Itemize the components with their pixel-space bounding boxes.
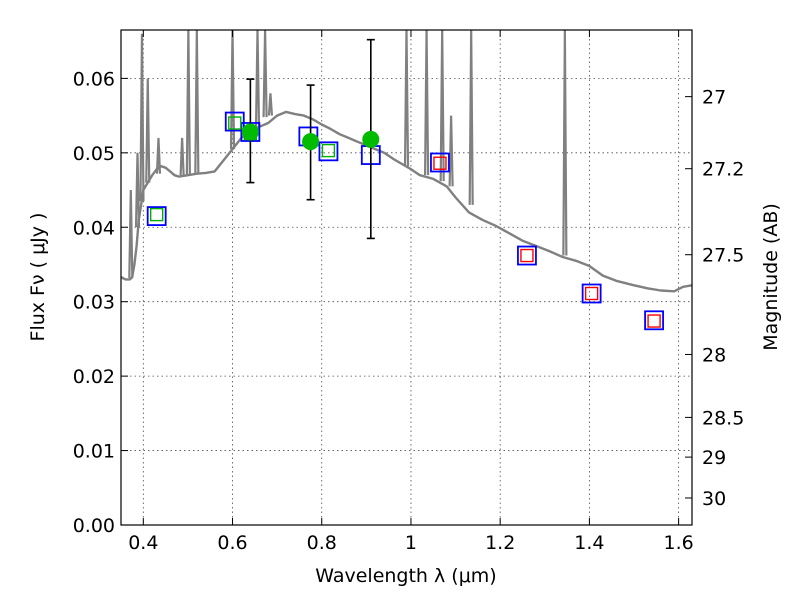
y-axis-label-left: Flux Fν ( μJy )	[27, 213, 49, 342]
emission-line-spike	[468, 30, 474, 205]
plot-area	[121, 30, 692, 331]
y-tick-label: 0.01	[73, 441, 115, 463]
observed-flux-point	[362, 130, 380, 148]
emission-line-spike	[562, 30, 568, 256]
emission-line-spike	[403, 30, 410, 167]
x-axis-label: Wavelength λ (μm)	[315, 565, 496, 587]
emission-line-spike	[423, 30, 430, 176]
model-flux-square-blue	[318, 141, 339, 162]
model-flux-square-inner	[520, 248, 534, 263]
model-flux-square-blue	[146, 206, 167, 226]
y-axis-label-right: Magnitude (AB)	[760, 203, 782, 351]
y-tick-label: 0.03	[73, 292, 115, 314]
model-flux-square-blue	[517, 245, 537, 266]
model-flux-square-inner	[321, 143, 336, 158]
x-tick-label: 0.4	[128, 532, 158, 554]
x-tick-label: 1.2	[485, 532, 515, 554]
right-mag-tick-label: 28	[702, 344, 726, 366]
observed-flux-point	[241, 123, 259, 141]
right-mag-tick-label: 29	[702, 447, 726, 469]
model-flux-square-blue	[644, 310, 664, 331]
sed-model-line	[121, 110, 692, 293]
model-flux-square-inner	[228, 116, 242, 130]
y-tick-label: 0.06	[73, 68, 115, 90]
x-tick-label: 0.8	[307, 532, 337, 554]
emission-line-spike	[262, 30, 268, 118]
model-flux-square-inner	[433, 156, 447, 170]
x-tick-label: 1.4	[574, 532, 604, 554]
x-tick-label: 1.6	[664, 532, 694, 554]
plot-frame	[120, 29, 693, 526]
right-mag-tick-label: 27.5	[702, 245, 744, 267]
right-mag-tick-label: 30	[702, 488, 726, 510]
right-mag-tick-label: 27.2	[702, 159, 744, 181]
emission-line-spike	[254, 30, 261, 128]
emission-line-spike	[155, 137, 162, 174]
right-mag-tick-label: 28.5	[702, 407, 744, 429]
y-tick-label: 0.02	[73, 366, 115, 388]
emission-line-spike	[179, 137, 185, 176]
emission-line-spike	[439, 30, 445, 182]
grid-lines	[121, 30, 692, 526]
axis-ticks: 0.4 0.6 0.8 1 1.2 1.4 1.6 0.00 0.01 0.02 0.03 0.04 0…	[73, 30, 744, 554]
observed-flux-point	[302, 133, 320, 151]
x-tick-label: 0.6	[217, 532, 247, 554]
emission-line-spike	[194, 30, 200, 174]
emission-line-spike	[185, 30, 191, 175]
model-flux-square-blue	[224, 111, 245, 132]
emission-line-spike	[134, 152, 141, 228]
y-tick-label: 0.04	[73, 217, 115, 239]
emission-line-spike	[145, 78, 151, 183]
y-tick-label: 0.05	[73, 143, 115, 165]
y-tick-label: 0.00	[73, 515, 115, 537]
emission-line-spike	[448, 115, 454, 187]
emission-line-spike	[229, 30, 236, 150]
plot-series	[121, 30, 692, 331]
emission-line-spike	[139, 33, 145, 202]
model-flux-square-blue	[581, 283, 602, 304]
model-flux-square-inner	[149, 207, 164, 222]
model-flux-square-inner	[584, 286, 599, 301]
right-mag-tick-label: 27	[702, 87, 726, 109]
emission-line-spike	[128, 190, 134, 278]
x-tick-label: 1	[405, 532, 417, 554]
model-flux-square-inner	[647, 314, 661, 328]
model-flux-square-blue	[430, 152, 450, 173]
emission-line-spike	[267, 93, 274, 116]
